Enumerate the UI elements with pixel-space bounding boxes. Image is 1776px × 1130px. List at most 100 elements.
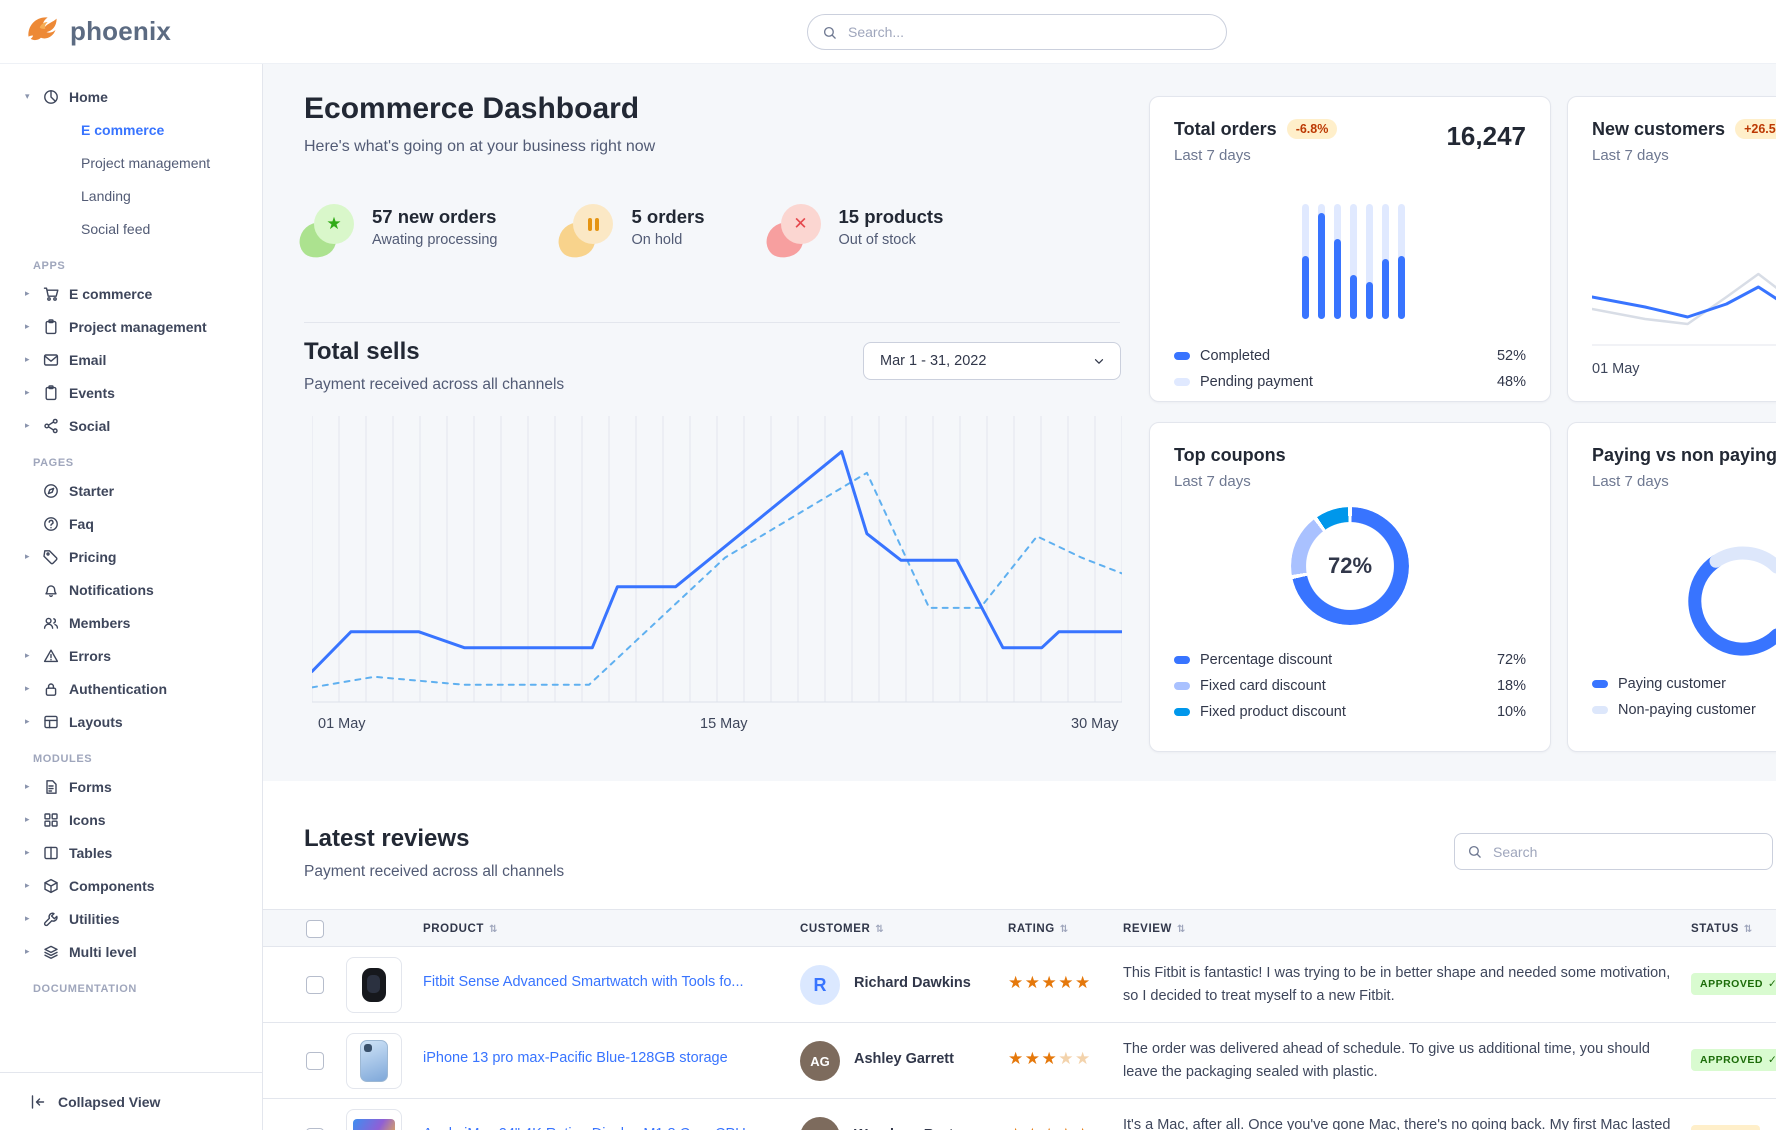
sidebar-item-faq[interactable]: Faq [0, 507, 262, 540]
page-subtitle: Here's what's going on at your business … [304, 138, 656, 155]
caret-icon: ▸ [25, 420, 30, 430]
legend-label: Fixed product discount [1200, 704, 1346, 720]
sidebar-item-multi-level[interactable]: ▸ Multi level [0, 935, 262, 968]
brand[interactable]: phoenix [24, 13, 171, 49]
sidebar-subitem-e-commerce[interactable]: E commerce [81, 121, 165, 138]
column-header-product[interactable]: PRODUCT ⇅ [423, 923, 499, 935]
sidebar-subitem-project-management[interactable]: Project management [81, 154, 211, 171]
search-icon [822, 25, 837, 40]
reviews-subtitle: Payment received across all channels [304, 863, 565, 880]
legend-pending-payment: Pending payment 48% [1174, 369, 1526, 395]
sidebar-item-label: Members [69, 614, 131, 631]
reviews-table-body: Fitbit Sense Advanced Smartwatch with To… [263, 947, 1776, 1130]
layout-icon [43, 714, 59, 730]
table-row: Fitbit Sense Advanced Smartwatch with To… [263, 947, 1776, 1023]
column-header-customer[interactable]: CUSTOMER ⇅ [800, 923, 885, 935]
order-bar [1350, 204, 1357, 319]
sidebar-item-label: Social [69, 417, 111, 434]
order-bar [1398, 204, 1405, 319]
column-header-rating[interactable]: RATING ⇅ [1008, 923, 1069, 935]
product-thumbnail[interactable] [346, 1033, 402, 1089]
sidebar-collapse-toggle[interactable]: Collapsed View [0, 1072, 262, 1130]
caret-icon: ▾ [25, 91, 30, 101]
column-header-status[interactable]: STATUS ⇅ [1691, 923, 1753, 935]
sidebar-item-label: Starter [69, 482, 115, 499]
caret-icon: ▸ [25, 354, 30, 364]
column-header-review[interactable]: REVIEW ⇅ [1123, 923, 1186, 935]
stat-on-hold: 5 orders On hold [555, 204, 705, 262]
sort-icon: ⇅ [1176, 923, 1186, 935]
sidebar-item-e-commerce[interactable]: ▸ E commerce [0, 277, 262, 310]
bell-icon [43, 582, 59, 598]
stat-out-of-stock: ✕ 15 products Out of stock [762, 204, 943, 262]
row-checkbox[interactable] [306, 1052, 324, 1070]
lock-icon [43, 681, 59, 697]
caret-icon: ▸ [25, 946, 30, 956]
stat-value: 57 new orders [372, 206, 497, 227]
sidebar-subitem-social-feed[interactable]: Social feed [81, 220, 151, 237]
date-range-select[interactable]: Mar 1 - 31, 2022 [863, 342, 1121, 380]
sidebar-subitem-landing[interactable]: Landing [81, 187, 131, 204]
row-checkbox[interactable] [306, 976, 324, 994]
latest-reviews-section: Latest reviews Payment received across a… [263, 781, 1776, 1130]
product-thumbnail[interactable] [346, 1109, 402, 1130]
product-link[interactable]: iPhone 13 pro max-Pacific Blue-128GB sto… [423, 1050, 728, 1066]
review-text: The order was delivered ahead of schedul… [1123, 1041, 1650, 1080]
legend-value: 18% [1496, 678, 1526, 694]
product-thumbnail[interactable] [346, 957, 402, 1013]
sidebar-item-members[interactable]: Members [0, 606, 262, 639]
stat-value: 5 orders [631, 206, 705, 227]
x-icon: ✕ [762, 204, 821, 262]
customer-avatar[interactable]: WB [800, 1117, 840, 1130]
sidebar-item-tables[interactable]: ▸ Tables [0, 836, 262, 869]
sidebar-item-starter[interactable]: Starter [0, 474, 262, 507]
sidebar-item-errors[interactable]: ▸ Errors [0, 639, 262, 672]
sidebar-item-social[interactable]: ▸ Social [0, 409, 262, 442]
sidebar-item-components[interactable]: ▸ Components [0, 869, 262, 902]
sidebar-section-pages: PAGES [33, 457, 74, 469]
sidebar-item-project-management[interactable]: ▸ Project management [0, 310, 262, 343]
clipboard-icon [43, 318, 59, 335]
customer-avatar[interactable]: R [800, 965, 840, 1005]
top-coupons-legend: Percentage discount 72% Fixed card discoun… [1174, 647, 1526, 725]
sidebar-item-pricing[interactable]: ▸ Pricing [0, 540, 262, 573]
paying-gauge-chart [1688, 546, 1776, 656]
sidebar-item-utilities[interactable]: ▸ Utilities [0, 902, 262, 935]
grid-squares-icon [43, 812, 59, 828]
table-row: Apple iMac 24" 4K Retina Display M1 8 Co… [263, 1099, 1776, 1130]
sidebar-item-label: Email [69, 351, 107, 368]
sidebar-item-label: E commerce [69, 285, 153, 302]
sidebar-item-authentication[interactable]: ▸ Authentication [0, 672, 262, 705]
sidebar-item-notifications[interactable]: Notifications [0, 573, 262, 606]
sidebar-item-icons[interactable]: ▸ Icons [0, 803, 262, 836]
pause-icon [555, 204, 614, 262]
global-search-input[interactable] [846, 23, 1212, 41]
sort-icon: ⇅ [875, 923, 885, 935]
sidebar-item-layouts[interactable]: ▸ Layouts [0, 705, 262, 738]
product-link[interactable]: Fitbit Sense Advanced Smartwatch with To… [423, 974, 744, 990]
topbar: phoenix [0, 0, 1776, 64]
top-coupons-center-value: 72% [1327, 553, 1373, 578]
reviews-search-input[interactable] [1491, 842, 1760, 861]
product-link[interactable]: Apple iMac 24" 4K Retina Display M1 8 Co… [423, 1126, 773, 1130]
select-all-checkbox[interactable] [306, 920, 324, 938]
caret-icon: ▸ [25, 847, 30, 857]
legend-swatch [1592, 706, 1608, 714]
sidebar-item-home[interactable]: ▾ Home [0, 80, 262, 113]
reviews-search[interactable] [1454, 833, 1773, 870]
paying-legend: Paying customer Non-paying customer [1592, 671, 1776, 723]
total-orders-value: 16,247 [1446, 121, 1526, 151]
new-customers-title: New customers+26.5% [1592, 119, 1776, 140]
sidebar-item-label: Project management [69, 318, 207, 335]
global-search[interactable] [807, 14, 1227, 50]
legend-non-paying-customer: Non-paying customer [1592, 697, 1776, 723]
compass-icon [43, 483, 59, 499]
top-coupons-card: Top coupons Last 7 days 72% Percentage d… [1149, 422, 1551, 752]
x-tick-30may: 30 May [1071, 716, 1119, 732]
sidebar-item-email[interactable]: ▸ Email [0, 343, 262, 376]
sidebar-item-forms[interactable]: ▸ Forms [0, 770, 262, 803]
sidebar-item-events[interactable]: ▸ Events [0, 376, 262, 409]
pie-chart-icon [43, 89, 59, 105]
customer-avatar[interactable]: AG [800, 1041, 840, 1081]
caret-icon: ▸ [25, 288, 30, 298]
